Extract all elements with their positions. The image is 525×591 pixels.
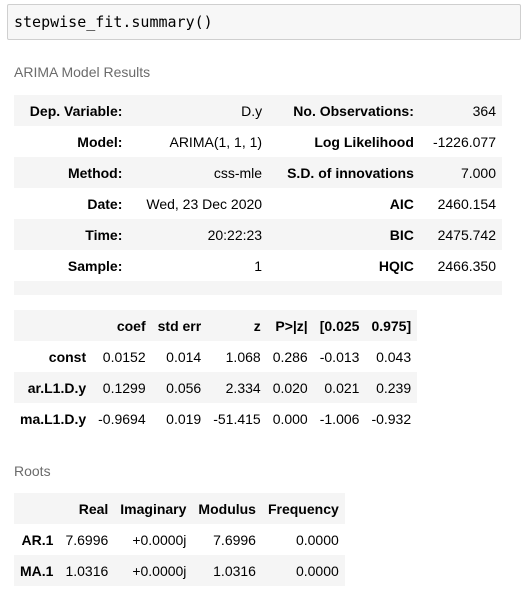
column-header: coef <box>92 310 152 341</box>
table-cell: 0.019 <box>166 410 202 427</box>
column-header: [0.025 <box>313 310 366 341</box>
column-header: std err <box>151 310 208 341</box>
row-label: S.D. of innovations <box>268 157 420 188</box>
model-summary-table: Dep. Variable: D.y No. Observations: 364… <box>14 95 502 295</box>
table-cell: 1.068 <box>225 348 261 365</box>
row-value: Wed, 23 Dec 2020 <box>146 195 263 212</box>
table-cell: -0.932 <box>371 410 412 427</box>
table-cell: 0.020 <box>266 372 314 403</box>
table-cell: 0.014 <box>166 348 202 365</box>
table-row: Method: css-mle S.D. of innovations 7.00… <box>14 157 502 188</box>
row-label: Sample: <box>67 257 123 274</box>
coefficients-table: coef std err z P>|z| [0.025 0.975] const… <box>14 310 418 434</box>
table-cell: 2.334 <box>207 372 267 403</box>
table-cell: 0.0000 <box>295 531 339 548</box>
table-cell: -0.013 <box>319 348 360 365</box>
row-value: css-mle <box>128 157 269 188</box>
column-header: Frequency <box>261 493 345 524</box>
column-header: z <box>207 310 267 341</box>
row-label: Date: <box>87 195 123 212</box>
table-cell: -51.415 <box>213 410 261 427</box>
row-label: ma.L1.D.y <box>20 410 87 427</box>
table-row: MA.1 1.0316 +0.0000j 1.0316 0.0000 <box>14 555 345 586</box>
row-label: MA.1 <box>14 555 60 586</box>
row-value: 2460.154 <box>437 195 496 212</box>
row-label: Time: <box>14 219 129 250</box>
row-value: 20:22:23 <box>128 219 269 250</box>
table-cell: 1.0316 <box>59 555 115 586</box>
table-cell: 0.0152 <box>102 348 146 365</box>
code-text: stepwise_fit.summary() <box>14 13 213 31</box>
code-input-cell[interactable]: stepwise_fit.summary() <box>7 4 521 40</box>
row-value: -1226.077 <box>432 133 496 150</box>
table-cell: 0.021 <box>313 372 366 403</box>
row-value: D.y <box>128 95 269 126</box>
table-header-row: coef std err z P>|z| [0.025 0.975] <box>14 310 418 341</box>
table-cell: 0.000 <box>272 410 308 427</box>
table-row-spacer <box>14 281 502 295</box>
row-label: Dep. Variable: <box>14 95 129 126</box>
row-label: Model: <box>77 133 123 150</box>
row-value: 2475.742 <box>419 219 502 250</box>
column-header: Imaginary <box>114 493 193 524</box>
table-cell: 0.056 <box>151 372 208 403</box>
row-label: ar.L1.D.y <box>14 372 93 403</box>
roots-table: Real Imaginary Modulus Frequency AR.1 7.… <box>14 493 345 586</box>
table-header-row: Real Imaginary Modulus Frequency <box>14 493 345 524</box>
table-cell: -1.006 <box>319 410 360 427</box>
table-row: const 0.0152 0.014 1.068 0.286 -0.013 0.… <box>14 341 417 372</box>
column-header: P>|z| <box>266 310 314 341</box>
row-value: ARIMA(1, 1, 1) <box>169 133 263 150</box>
row-value: 7.000 <box>419 157 502 188</box>
table-row: Dep. Variable: D.y No. Observations: 364 <box>14 95 502 126</box>
table-cell: 7.6996 <box>65 531 109 548</box>
table-row: Time: 20:22:23 BIC 2475.742 <box>14 219 502 250</box>
row-label: Log Likelihood <box>314 133 414 150</box>
table-cell: +0.0000j <box>132 531 187 548</box>
table-cell: 0.286 <box>272 348 308 365</box>
row-value: 2466.350 <box>437 257 496 274</box>
column-header <box>14 493 60 524</box>
model-results-caption: ARIMA Model Results <box>14 64 151 80</box>
table-cell: -0.9694 <box>98 410 146 427</box>
table-cell: 0.0000 <box>261 555 345 586</box>
table-row: Sample: 1 HQIC 2466.350 <box>14 250 502 281</box>
row-label: HQIC <box>378 257 414 274</box>
table-cell: 0.1299 <box>92 372 152 403</box>
row-label: AIC <box>389 195 414 212</box>
table-row: Date: Wed, 23 Dec 2020 AIC 2460.154 <box>14 188 502 219</box>
table-row: Model: ARIMA(1, 1, 1) Log Likelihood -12… <box>14 126 502 157</box>
table-cell: 0.239 <box>365 372 418 403</box>
row-label: BIC <box>268 219 420 250</box>
row-label: No. Observations: <box>268 95 420 126</box>
table-cell: +0.0000j <box>114 555 193 586</box>
table-row: ma.L1.D.y -0.9694 0.019 -51.415 0.000 -1… <box>14 403 417 434</box>
column-header: 0.975] <box>365 310 418 341</box>
row-label: Method: <box>14 157 129 188</box>
table-cell: 1.0316 <box>192 555 262 586</box>
table-row: ar.L1.D.y 0.1299 0.056 2.334 0.020 0.021… <box>14 372 418 403</box>
column-header: Real <box>59 493 115 524</box>
column-header <box>14 310 93 341</box>
column-header: Modulus <box>192 493 262 524</box>
table-row: AR.1 7.6996 +0.0000j 7.6996 0.0000 <box>14 524 345 555</box>
roots-caption: Roots <box>14 463 51 479</box>
row-value: 1 <box>254 257 263 274</box>
table-cell: 7.6996 <box>213 531 256 548</box>
table-cell: 0.043 <box>376 348 412 365</box>
row-label: AR.1 <box>21 531 54 548</box>
row-label: const <box>48 348 87 365</box>
row-value: 364 <box>419 95 502 126</box>
